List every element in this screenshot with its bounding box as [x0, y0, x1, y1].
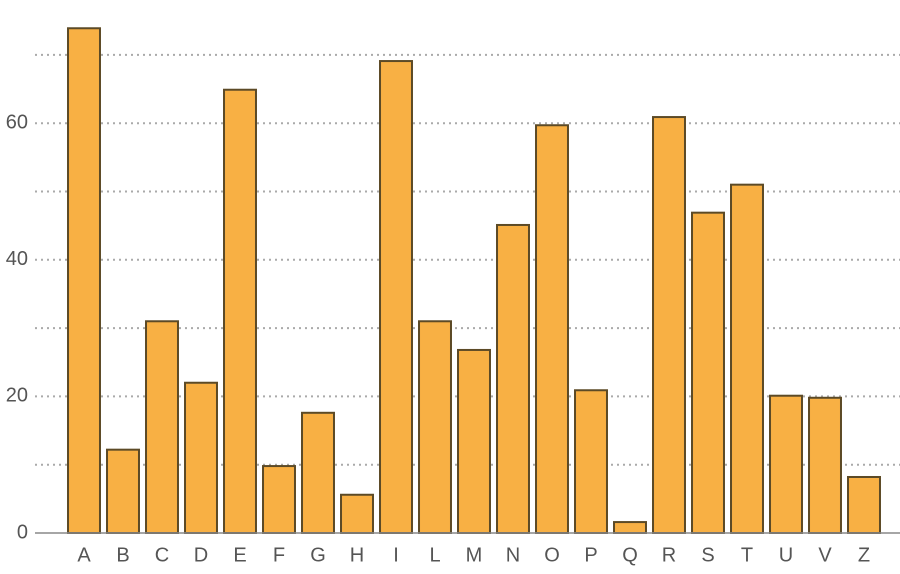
bar: [613, 521, 647, 535]
y-tick-label: 40: [6, 248, 28, 270]
x-tick-label: S: [701, 544, 714, 566]
x-tick-label: Q: [622, 544, 638, 566]
bar: [847, 475, 881, 534]
bar: [145, 320, 179, 534]
bar: [457, 348, 491, 534]
bar: [340, 493, 374, 535]
x-tick-label: D: [194, 544, 208, 566]
bar: [574, 389, 608, 534]
x-tick-label: E: [233, 544, 246, 566]
x-tick-label: P: [584, 544, 597, 566]
x-tick-label: H: [350, 544, 364, 566]
bar: [496, 223, 530, 534]
bar: [106, 448, 140, 535]
bar: [184, 381, 218, 534]
x-tick-label: I: [393, 544, 399, 566]
bar: [262, 465, 296, 535]
bar: [691, 211, 725, 534]
bar: [301, 411, 335, 534]
bar: [769, 394, 803, 535]
x-tick-label: M: [466, 544, 483, 566]
x-tick-label: T: [741, 544, 753, 566]
y-tick-label: 20: [6, 385, 28, 407]
bar: [535, 124, 569, 535]
y-tick-label: 60: [6, 111, 28, 133]
x-tick-label: C: [155, 544, 169, 566]
x-tick-label: B: [116, 544, 129, 566]
x-tick-label: L: [429, 544, 440, 566]
bar: [418, 320, 452, 534]
bar: [730, 183, 764, 534]
bar: [379, 60, 413, 535]
bar: [808, 396, 842, 534]
y-tick-label: 0: [17, 521, 28, 543]
x-tick-label: Z: [858, 544, 870, 566]
x-tick-label: R: [662, 544, 676, 566]
x-tick-label: O: [544, 544, 560, 566]
bar: [223, 88, 257, 534]
x-tick-label: G: [310, 544, 326, 566]
x-tick-label: N: [506, 544, 520, 566]
x-tick-label: V: [818, 544, 832, 566]
x-tick-label: U: [779, 544, 793, 566]
bar: [67, 27, 101, 534]
x-tick-label: A: [77, 544, 91, 566]
bar: [652, 116, 686, 534]
x-tick-label: F: [273, 544, 285, 566]
